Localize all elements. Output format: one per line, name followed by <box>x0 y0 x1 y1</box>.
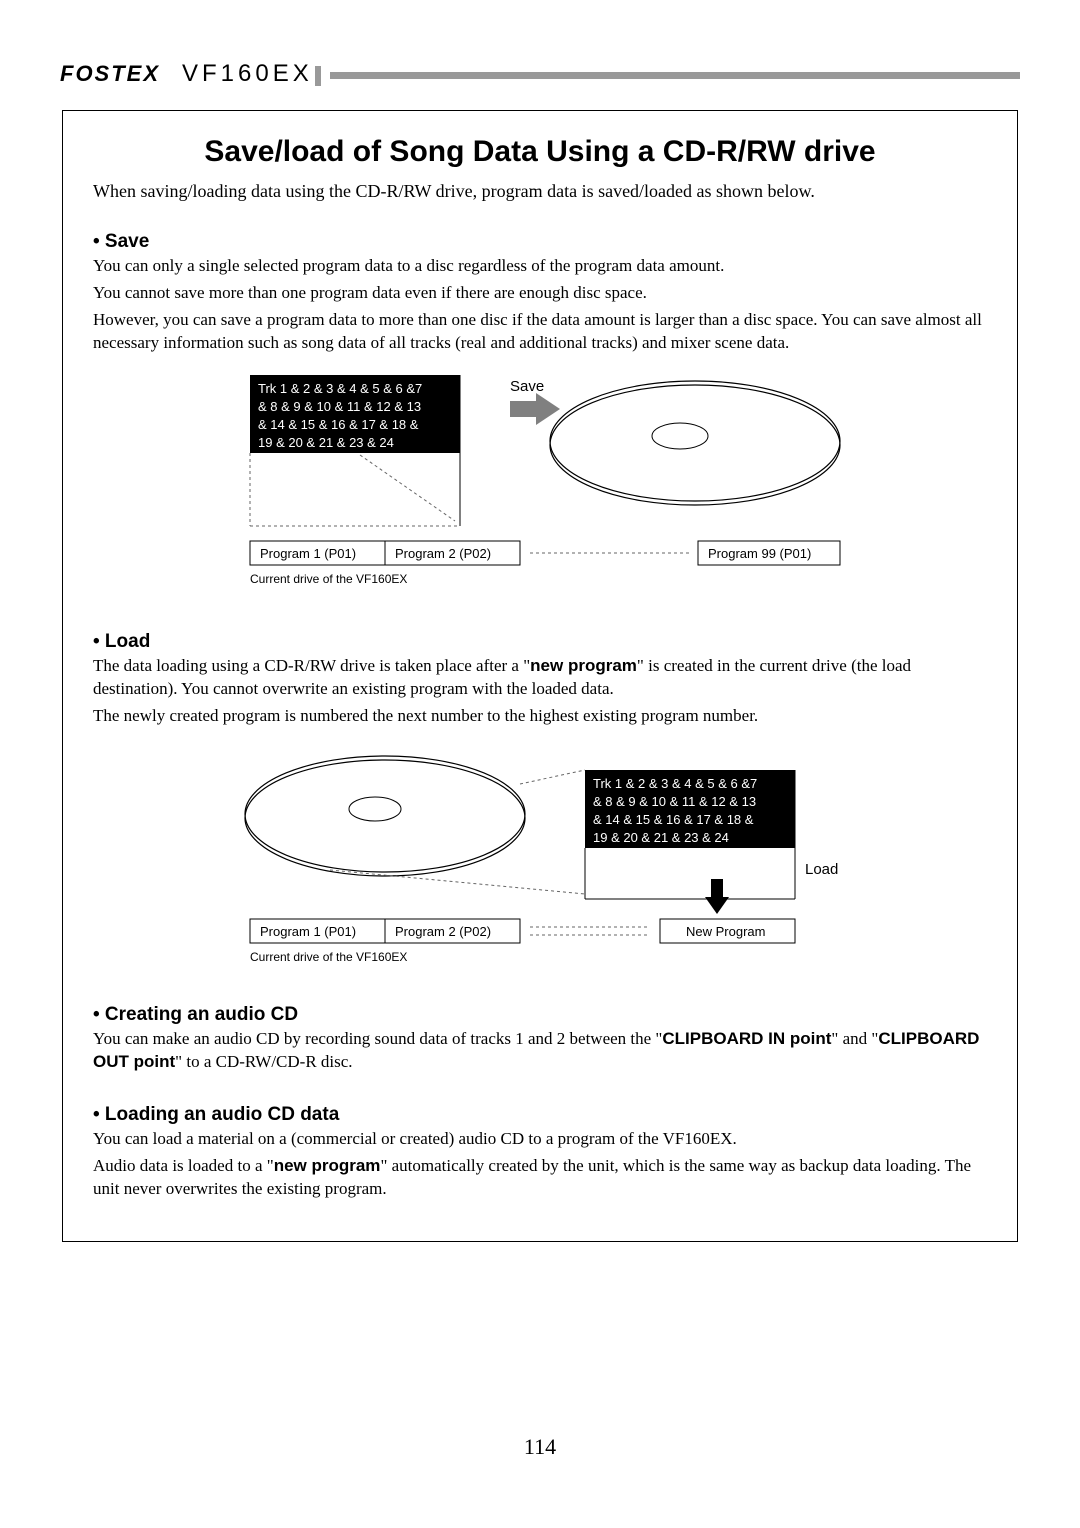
save-text-1: You can only a single selected program d… <box>93 255 987 278</box>
save-heading: • Save <box>93 231 987 253</box>
load-text-1a: The data loading using a CD-R/RW drive i… <box>93 656 530 675</box>
brand-logo: FOSTEX <box>60 61 160 86</box>
load-action-label: Load <box>805 861 838 878</box>
diagram-caption: Current drive of the VF160EX <box>250 572 407 586</box>
page-title: Save/load of Song Data Using a CD-R/RW d… <box>93 135 987 169</box>
program-box-2: Program 2 (P02) <box>395 924 491 939</box>
program-box-99: Program 99 (P01) <box>708 546 811 561</box>
save-action-label: Save <box>510 378 544 395</box>
model-name: VF160EX <box>182 60 313 87</box>
load-text-1b: new program <box>530 656 637 675</box>
load-cd-heading: • Loading an audio CD data <box>93 1104 987 1126</box>
create-cd-1b: CLIPBOARD IN point <box>662 1029 831 1048</box>
track-label: & 8 & 9 & 10 & 11 & 12 & 13 <box>593 794 756 809</box>
track-label: Trk 1 & 2 & 3 & 4 & 5 & 6 &7 <box>258 381 422 396</box>
track-label: Trk 1 & 2 & 3 & 4 & 5 & 6 &7 <box>593 776 757 791</box>
load-cd-text-2: Audio data is loaded to a "new program" … <box>93 1155 987 1201</box>
diagram-caption: Current drive of the VF160EX <box>250 950 407 964</box>
track-label: & 14 & 15 & 16 & 17 & 18 & <box>593 812 754 827</box>
load-cd-2b: new program <box>274 1156 381 1175</box>
save-diagram: Trk 1 & 2 & 3 & 4 & 5 & 6 &7 & 8 & 9 & 1… <box>220 371 860 601</box>
content-frame: Save/load of Song Data Using a CD-R/RW d… <box>62 110 1018 1242</box>
track-label: & 8 & 9 & 10 & 11 & 12 & 13 <box>258 399 421 414</box>
program-box-1: Program 1 (P01) <box>260 546 356 561</box>
create-cd-text: You can make an audio CD by recording so… <box>93 1028 987 1074</box>
load-heading: • Load <box>93 631 987 653</box>
page-number: 114 <box>0 1434 1080 1460</box>
create-cd-1c: " and " <box>831 1029 878 1048</box>
create-cd-heading: • Creating an audio CD <box>93 1004 987 1026</box>
track-label: 19 & 20 & 21 & 23 & 24 <box>593 830 729 845</box>
load-text-1: The data loading using a CD-R/RW drive i… <box>93 655 987 701</box>
create-cd-1e: " to a CD-RW/CD-R disc. <box>175 1052 352 1071</box>
program-box-new: New Program <box>686 924 765 939</box>
save-text-2: You cannot save more than one program da… <box>93 282 987 305</box>
program-box-1: Program 1 (P01) <box>260 924 356 939</box>
header-tick-decoration <box>315 66 321 86</box>
load-cd-text-1: You can load a material on a (commercial… <box>93 1128 987 1151</box>
page-header: FOSTEX VF160EX <box>60 60 1020 90</box>
create-cd-1a: You can make an audio CD by recording so… <box>93 1029 662 1048</box>
load-cd-2a: Audio data is loaded to a " <box>93 1156 274 1175</box>
intro-paragraph: When saving/loading data using the CD-R/… <box>93 179 987 203</box>
program-box-2: Program 2 (P02) <box>395 546 491 561</box>
load-diagram: Trk 1 & 2 & 3 & 4 & 5 & 6 &7 & 8 & 9 & 1… <box>220 744 860 974</box>
track-label: & 14 & 15 & 16 & 17 & 18 & <box>258 417 419 432</box>
header-line-decoration <box>330 72 1020 79</box>
save-text-3: However, you can save a program data to … <box>93 309 987 355</box>
load-text-2: The newly created program is numbered th… <box>93 705 987 728</box>
track-label: 19 & 20 & 21 & 23 & 24 <box>258 435 394 450</box>
